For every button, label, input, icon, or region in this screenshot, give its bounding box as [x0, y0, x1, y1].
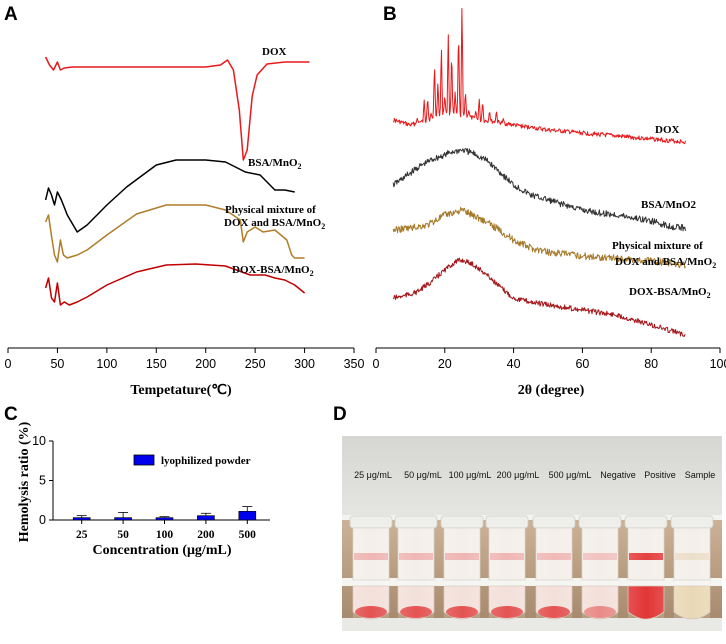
- panel-b: B 0 20 40 60 80 100 DOX BSA/MnO2 Physical mix…: [373, 4, 726, 398]
- a-x-tick-label: 350: [344, 357, 365, 371]
- b-x-tick-label: 60: [575, 357, 589, 371]
- c-x-tick-label: 200: [197, 529, 215, 541]
- panel-a-label: A: [4, 4, 18, 25]
- tube-glass: [353, 528, 389, 618]
- a-x-tick-label: 300: [294, 357, 315, 371]
- b-label-mixture-line2: DOX and BSA/MnO2: [615, 256, 716, 270]
- c-y-axis-title: Hemolysis ratio (%): [17, 421, 32, 542]
- tube-label: Positive: [644, 470, 676, 480]
- a-label-mixture-line1: Physical mixture of: [225, 204, 316, 216]
- tube-cap: [440, 515, 484, 529]
- panel-d-label: D: [333, 404, 347, 425]
- tube-glass: [489, 528, 525, 618]
- rack-bar-top: [342, 515, 722, 520]
- a-x-tick-label: 50: [50, 357, 64, 371]
- c-x-axis-title: Concentration (μg/mL): [93, 543, 232, 558]
- a-x-tick-label: 100: [96, 357, 117, 371]
- b-label-dox-bsa-mno2: DOX-BSA/MnO2: [629, 286, 711, 300]
- tube-glass: [444, 528, 480, 618]
- panel-a: A 0 50 100 150 200 250 300 350 DOX BSA/MnO2 Phy…: [4, 4, 364, 398]
- c-x-tick-label: 25: [76, 529, 88, 541]
- a-x-axis-title: Tempetature(℃): [130, 383, 232, 398]
- tube-glass: [628, 528, 664, 618]
- tube-label: 500 μg/mL: [549, 470, 592, 480]
- tube-label: 50 μg/mL: [404, 470, 442, 480]
- tube-cap: [394, 515, 438, 529]
- tube-label: Negative: [600, 470, 636, 480]
- c-y-tick-label: 5: [39, 474, 46, 488]
- b-x-tick-label: 40: [507, 357, 521, 371]
- a-series-line: [44, 159, 295, 233]
- b-series-line: [392, 148, 686, 232]
- tube-glass: [536, 528, 572, 618]
- a-series-line: [44, 56, 310, 161]
- a-x-tick-label: 250: [245, 357, 266, 371]
- b-label-dox: DOX: [655, 124, 680, 136]
- c-y-tick-label: 0: [39, 513, 46, 527]
- panel-b-label: B: [383, 4, 397, 25]
- tube-label: 100 μg/mL: [449, 470, 492, 480]
- b-x-tick-label: 0: [373, 357, 380, 371]
- tube-cap: [624, 515, 668, 529]
- c-bar: [197, 515, 215, 521]
- c-y-tick-label: 10: [32, 434, 46, 448]
- tube-label: 25 μg/mL: [354, 470, 392, 480]
- c-x-tick-label: 100: [156, 529, 174, 541]
- rack-bar-middle: [342, 578, 722, 586]
- c-x-tick-label: 50: [117, 529, 129, 541]
- panel-d: D 25 μg/mL 50 μg/mL 100 μg/mL 200 μg/mL 500 …: [333, 404, 722, 631]
- a-series-line: [44, 263, 306, 306]
- a-x-tick-label: 0: [5, 357, 12, 371]
- tube-cap: [578, 515, 622, 529]
- a-label-dox-bsa-mno2: DOX-BSA/MnO2: [232, 264, 314, 278]
- c-x-tick-label: 500: [239, 529, 257, 541]
- b-x-axis-title: 2θ (degree): [518, 383, 585, 398]
- b-x-tick-label: 80: [644, 357, 658, 371]
- b-series-line: [392, 206, 686, 269]
- c-legend-label: lyophilized powder: [161, 455, 251, 467]
- c-bar: [72, 517, 91, 521]
- tube-cap: [349, 515, 393, 529]
- b-series-line: [392, 8, 686, 145]
- a-label-dox: DOX: [262, 46, 287, 58]
- tube-glass: [674, 528, 710, 618]
- a-series-line: [44, 204, 305, 263]
- tube-glass: [582, 528, 618, 618]
- b-series-line: [393, 257, 686, 337]
- b-x-tick-label: 20: [438, 357, 452, 371]
- tube-label: 200 μg/mL: [497, 470, 540, 480]
- a-x-tick-label: 150: [146, 357, 167, 371]
- panel-c-label: C: [4, 404, 18, 425]
- rack-bar-bottom: [342, 618, 722, 631]
- a-label-mixture-line2: DOX and BSA/MnO2: [224, 217, 325, 231]
- b-label-bsa-mno2: BSA/MnO2: [641, 199, 697, 211]
- c-bar: [114, 517, 132, 521]
- tube-cap: [485, 515, 529, 529]
- tube-cap: [532, 515, 576, 529]
- b-label-mixture-line1: Physical mixture of: [612, 240, 703, 252]
- tube-glass: [398, 528, 434, 618]
- a-label-bsa-mno2: BSA/MnO2: [248, 157, 302, 171]
- c-bar: [155, 517, 174, 521]
- tube-cap: [670, 515, 714, 529]
- a-x-tick-label: 200: [195, 357, 216, 371]
- c-bar: [238, 511, 257, 521]
- b-x-tick-label: 100: [710, 357, 726, 371]
- c-legend-swatch: [133, 454, 155, 466]
- tube-label: Sample: [685, 470, 716, 480]
